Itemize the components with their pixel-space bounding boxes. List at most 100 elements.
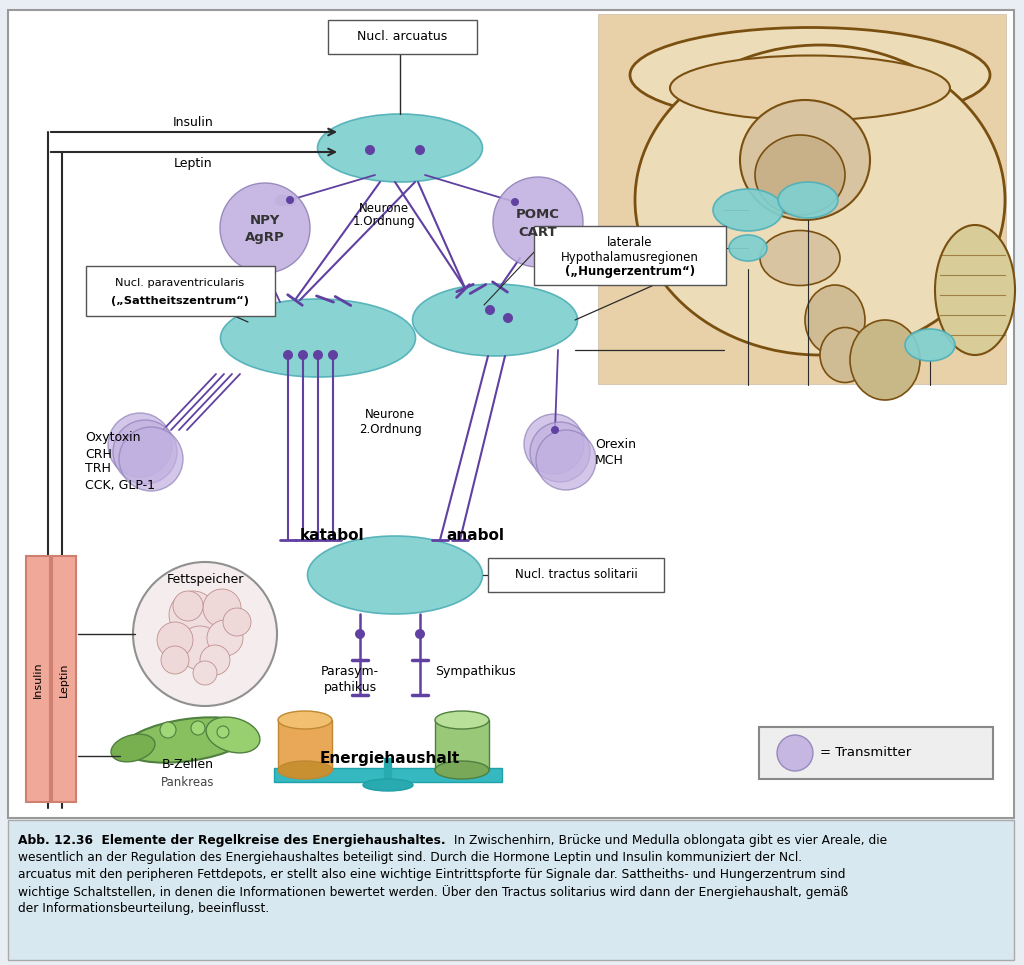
- Circle shape: [207, 620, 243, 656]
- Text: Energiehaushalt: Energiehaushalt: [319, 751, 460, 765]
- Circle shape: [217, 726, 229, 738]
- Text: Abb. 12.36  Elemente der Regelkreise des Energiehaushaltes.: Abb. 12.36 Elemente der Regelkreise des …: [18, 834, 445, 847]
- FancyBboxPatch shape: [274, 768, 502, 782]
- Circle shape: [191, 721, 205, 735]
- Circle shape: [193, 661, 217, 685]
- Circle shape: [113, 420, 177, 484]
- Ellipse shape: [905, 329, 955, 361]
- Text: Nucl. arcuatus: Nucl. arcuatus: [357, 31, 447, 43]
- Text: B-Zellen: B-Zellen: [162, 758, 214, 771]
- Text: MCH: MCH: [595, 455, 624, 467]
- Ellipse shape: [778, 182, 838, 218]
- FancyBboxPatch shape: [759, 727, 993, 779]
- FancyBboxPatch shape: [488, 558, 664, 592]
- FancyBboxPatch shape: [8, 820, 1014, 960]
- Text: 1.Ordnung: 1.Ordnung: [352, 215, 416, 229]
- Circle shape: [328, 350, 338, 360]
- FancyBboxPatch shape: [8, 10, 1014, 818]
- Text: anabol: anabol: [446, 528, 504, 542]
- FancyBboxPatch shape: [26, 556, 50, 802]
- FancyBboxPatch shape: [52, 556, 76, 802]
- Text: CRH: CRH: [85, 448, 112, 460]
- Ellipse shape: [278, 711, 332, 729]
- Ellipse shape: [317, 114, 482, 182]
- Text: Hypothalamusregionen: Hypothalamusregionen: [561, 251, 699, 263]
- Ellipse shape: [206, 717, 260, 753]
- Ellipse shape: [805, 285, 865, 355]
- Ellipse shape: [630, 27, 990, 123]
- Circle shape: [511, 198, 519, 206]
- Text: Pankreas: Pankreas: [161, 776, 215, 788]
- Circle shape: [503, 313, 513, 323]
- Ellipse shape: [111, 734, 155, 761]
- Text: der Informationsbeurteilung, beeinflusst.: der Informationsbeurteilung, beeinflusst…: [18, 902, 269, 915]
- Circle shape: [169, 591, 217, 639]
- Text: katabol: katabol: [300, 528, 365, 542]
- Ellipse shape: [220, 299, 416, 377]
- Text: AgRP: AgRP: [245, 232, 285, 244]
- Text: („Sattheitszentrum“): („Sattheitszentrum“): [111, 296, 249, 306]
- Circle shape: [220, 183, 310, 273]
- Text: Insulin: Insulin: [173, 117, 213, 129]
- Text: Parasym-: Parasym-: [321, 666, 379, 678]
- Ellipse shape: [935, 225, 1015, 355]
- Circle shape: [551, 426, 559, 434]
- Circle shape: [530, 422, 590, 482]
- Text: Oxytoxin: Oxytoxin: [85, 431, 140, 445]
- Ellipse shape: [755, 135, 845, 215]
- Text: arcuatus mit den peripheren Fettdepots, er stellt also eine wichtige Eintrittspf: arcuatus mit den peripheren Fettdepots, …: [18, 868, 846, 881]
- Ellipse shape: [713, 189, 783, 231]
- Ellipse shape: [362, 779, 413, 791]
- Text: laterale: laterale: [607, 236, 652, 250]
- Circle shape: [286, 196, 294, 204]
- Circle shape: [298, 350, 308, 360]
- Circle shape: [415, 629, 425, 639]
- Text: Neurone: Neurone: [359, 202, 409, 214]
- Circle shape: [161, 646, 189, 674]
- Circle shape: [203, 589, 241, 627]
- Text: NPY: NPY: [250, 213, 281, 227]
- Text: POMC: POMC: [516, 207, 560, 220]
- Ellipse shape: [760, 231, 840, 286]
- Ellipse shape: [729, 235, 767, 261]
- Ellipse shape: [435, 761, 489, 779]
- Ellipse shape: [435, 711, 489, 729]
- Ellipse shape: [820, 327, 870, 382]
- Text: CART: CART: [519, 226, 557, 238]
- FancyBboxPatch shape: [328, 20, 477, 54]
- Ellipse shape: [307, 536, 482, 614]
- Circle shape: [415, 145, 425, 155]
- Circle shape: [365, 145, 375, 155]
- Circle shape: [133, 562, 278, 706]
- Ellipse shape: [635, 45, 1005, 355]
- Text: wichtige Schaltstellen, in denen die Informationen bewertet werden. Über den Tra: wichtige Schaltstellen, in denen die Inf…: [18, 885, 848, 899]
- Text: pathikus: pathikus: [324, 681, 377, 695]
- Ellipse shape: [413, 284, 578, 356]
- Circle shape: [777, 735, 813, 771]
- Circle shape: [200, 645, 230, 675]
- Text: 2.Ordnung: 2.Ordnung: [358, 423, 421, 435]
- Circle shape: [160, 722, 176, 738]
- Circle shape: [119, 427, 183, 491]
- Circle shape: [493, 177, 583, 267]
- FancyBboxPatch shape: [534, 226, 726, 285]
- Circle shape: [313, 350, 323, 360]
- Text: Insulin: Insulin: [33, 662, 43, 699]
- Circle shape: [223, 608, 251, 636]
- Text: Neurone: Neurone: [365, 408, 415, 422]
- Ellipse shape: [124, 717, 253, 762]
- Ellipse shape: [850, 320, 920, 400]
- FancyBboxPatch shape: [86, 266, 275, 316]
- Circle shape: [178, 626, 222, 670]
- Text: Sympathikus: Sympathikus: [435, 666, 516, 678]
- Circle shape: [355, 629, 365, 639]
- Text: TRH: TRH: [85, 462, 111, 476]
- Text: In Zwischenhirn, Brücke und Medulla oblongata gibt es vier Areale, die: In Zwischenhirn, Brücke und Medulla oblo…: [450, 834, 887, 847]
- Ellipse shape: [278, 761, 332, 779]
- Circle shape: [108, 413, 172, 477]
- Circle shape: [173, 591, 203, 621]
- Text: Nucl. tractus solitarii: Nucl. tractus solitarii: [515, 568, 637, 582]
- Text: CCK, GLP-1: CCK, GLP-1: [85, 479, 155, 491]
- Text: = Transmitter: = Transmitter: [820, 747, 911, 759]
- Text: wesentlich an der Regulation des Energiehaushaltes beteiligt sind. Durch die Hor: wesentlich an der Regulation des Energie…: [18, 851, 802, 864]
